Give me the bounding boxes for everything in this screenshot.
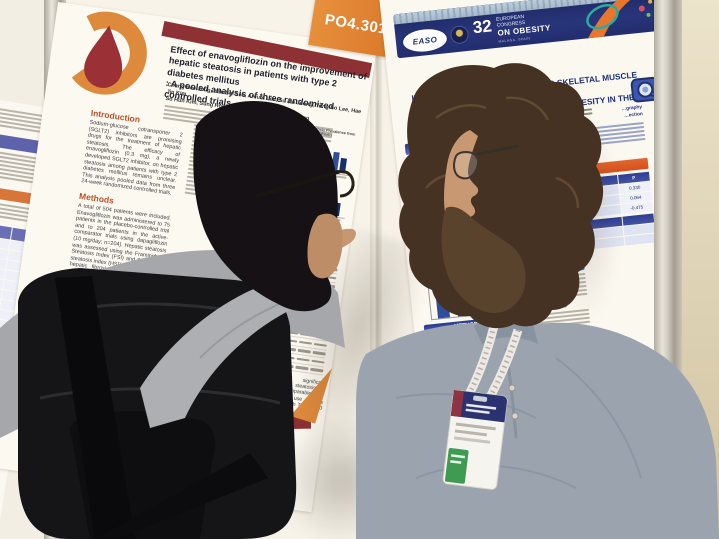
left-person-glasses-rim [337,170,355,198]
congress-location: MALAGA, SPAIN [498,36,531,44]
left-person-hair [193,100,338,312]
right-person-glasses-lens [453,150,480,180]
poster-number: PO4.301 [323,10,389,38]
right-person [356,63,719,539]
left-person-cheek [307,213,343,279]
easo-logo: EASO [399,24,451,56]
conference-badge [442,390,508,490]
badge-green-sticker [445,448,469,484]
congress-number: 32 [471,16,493,38]
backpack-strap-diagonal [95,453,268,539]
left-person-raised-arm-sleeve [140,270,330,428]
congress-banner: EASO 32 EUROPEAN CONGRESS ON OBESITY MAL… [393,0,669,59]
backpack-strap [55,276,135,539]
society-emblem-icon [449,24,470,45]
liver-society-logo [63,11,147,95]
shirt-button [511,412,519,420]
banner-ribbon-graphic [586,0,660,41]
left-person [0,100,356,539]
right-person-shirt [356,322,719,539]
right-person-beard [441,206,526,314]
left-person-glasses [256,170,340,198]
shirt-button [508,384,516,392]
right-person-glasses-temple [476,144,520,156]
hair-curl-highlights [425,96,580,291]
poster-left: Effect of enavogliflozin on the improvem… [0,2,377,513]
